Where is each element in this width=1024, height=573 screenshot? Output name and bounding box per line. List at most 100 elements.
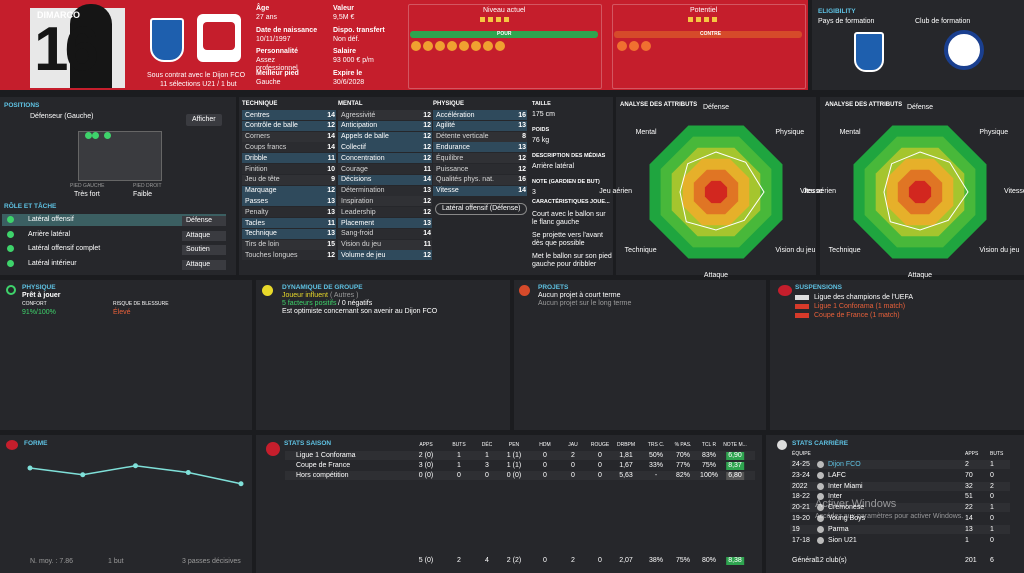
radar-ring	[908, 180, 932, 204]
role-duty[interactable]: Attaque	[182, 230, 226, 241]
stat-cell: 75%	[701, 462, 717, 469]
stat-cell: 1	[457, 452, 461, 459]
attribute-value: 12	[518, 154, 526, 162]
total-cell: 2 (2)	[506, 557, 522, 564]
fitness-value: 91%/100%	[22, 309, 56, 316]
attribute-value: 14	[423, 230, 431, 238]
total-cell: 75%	[675, 557, 691, 564]
attribute-value: 13	[327, 230, 335, 238]
panel-title: PROJETS	[538, 284, 569, 291]
career-apps: 13	[965, 525, 973, 533]
info-value: 3	[532, 189, 536, 196]
attribute-row	[433, 120, 527, 131]
competition-name: Coupe de France	[296, 462, 351, 469]
radar-label: Attaque	[703, 272, 729, 279]
attribute-name: Décisions	[341, 176, 372, 184]
attribute-value: 11	[423, 165, 431, 173]
eligibility-label: Club de formation	[915, 18, 971, 25]
stat-cell: 1	[485, 452, 489, 459]
attribute-name: Penalty	[245, 208, 269, 216]
suspension-text: Ligue des champions de l'UEFA	[814, 294, 914, 301]
attribute-row	[433, 110, 527, 120]
stat-cell: 2	[571, 452, 575, 459]
foot-value: Faible	[133, 191, 153, 198]
career-goals: 0	[990, 536, 994, 544]
panel-title: PHYSIQUE	[22, 284, 56, 291]
attribute-value: 15	[327, 241, 335, 249]
career-season: 18-22	[792, 493, 810, 501]
attribute-row	[338, 153, 432, 164]
attribute-row	[433, 131, 527, 142]
field-label: Date de naissance	[256, 26, 318, 34]
field-value: 10/11/1997	[256, 35, 291, 43]
stat-cell: 0	[543, 452, 547, 459]
attribute-value: 12	[423, 111, 431, 119]
radar-label: Défense	[702, 104, 730, 111]
attribute-value: 14	[518, 187, 526, 195]
total-cell: 0	[598, 557, 602, 564]
panel-title: ANALYSE DES ATTRIBUTS	[825, 102, 903, 108]
career-season: 19-20	[792, 515, 810, 522]
role-duty[interactable]: Soutien	[182, 245, 226, 256]
show-button[interactable]: Afficher	[186, 114, 222, 127]
form-footer: 3 passes décisives	[182, 558, 241, 565]
position-dot	[92, 132, 99, 139]
role-name: Latéral offensif	[28, 216, 74, 223]
role-select[interactable]: Latéral offensif (Défense)	[435, 203, 527, 216]
attribute-row	[338, 164, 432, 174]
dynamics-negative: / 0 négatifs	[338, 300, 373, 307]
role-duty[interactable]: Attaque	[182, 259, 226, 270]
career-apps: 14	[965, 515, 973, 522]
attribute-name: Centres	[245, 111, 270, 119]
stat-cell: 0	[543, 462, 547, 469]
info-label: POIDS	[532, 127, 550, 133]
radar-shape	[679, 151, 765, 231]
field-value: Gauche	[256, 78, 281, 86]
fitness-label: RISQUE DE BLESSURE	[113, 301, 169, 307]
role-dot	[7, 216, 14, 223]
attribute-row	[338, 218, 432, 228]
attribute-name: Appels de balle	[341, 133, 389, 141]
stat-cell: 0	[571, 462, 575, 469]
column-header: NOTE M...	[723, 442, 747, 448]
attribute-name: Volume de jeu	[341, 251, 386, 259]
attribute-value: 8	[522, 133, 526, 141]
stat-cell: 100%	[700, 472, 718, 479]
info-label: NOTE (GARDIEN DE BUT)	[532, 179, 600, 185]
trait-icon	[459, 41, 469, 51]
column-header: APPS	[419, 442, 433, 448]
attribute-group-title: PHYSIQUE	[433, 101, 465, 107]
attribute-row	[433, 174, 527, 185]
attribute-row	[433, 164, 527, 174]
stat-cell: 0 (0)	[506, 472, 522, 479]
trait-icon	[495, 41, 505, 51]
career-total: 6	[990, 557, 994, 564]
position-dot	[104, 132, 111, 139]
career-team: Young Boys	[828, 515, 866, 522]
role-name: Latéral intérieur	[28, 259, 77, 267]
dynamics-positive: 5 facteurs positifs	[282, 300, 337, 307]
attribute-row	[338, 120, 432, 131]
attribute-name: Vision du jeu	[341, 241, 381, 249]
role-duty[interactable]: Défense	[182, 216, 226, 227]
career-apps: 70	[965, 471, 973, 479]
attribute-row	[242, 207, 336, 218]
attribute-name: Courage	[341, 165, 368, 173]
attribute-name: Dribble	[245, 154, 268, 162]
radar-label: Jeu aérien	[599, 188, 632, 195]
attribute-value: 13	[423, 219, 431, 227]
competition-name: Ligue 1 Conforama	[296, 452, 356, 459]
column-header: APPS	[965, 451, 979, 457]
stat-cell: 0	[571, 472, 575, 479]
radar-shape	[883, 151, 969, 231]
season-icon	[266, 442, 280, 456]
field-label: Valeur	[333, 5, 355, 12]
stat-cell: 5,63	[619, 472, 633, 479]
attribute-value: 11	[327, 219, 335, 227]
stat-cell: 83%	[701, 452, 717, 459]
attribute-value: 13	[327, 197, 335, 205]
panel-title: POSITIONS	[4, 102, 40, 109]
stat-cell: 0	[598, 452, 602, 459]
radar-label: Vision du jeu	[979, 247, 1020, 255]
career-season: 20-21	[792, 504, 810, 512]
